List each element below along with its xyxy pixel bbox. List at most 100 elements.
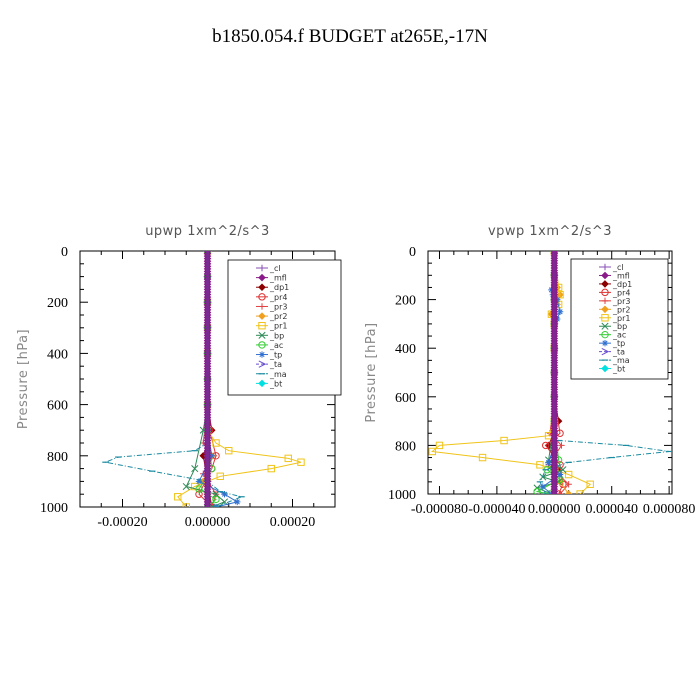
legend-marker (601, 339, 609, 347)
legend-marker (601, 322, 609, 330)
legend-marker (601, 297, 609, 305)
y-tick-label: 600 (47, 399, 68, 414)
y-tick-label: 0 (61, 245, 68, 260)
chart-panel-upwp: upwp 1xm^2/s^3 Pressure [hPa] 0 200 400 600 80… (16, 224, 342, 530)
data-point (195, 490, 203, 498)
zero-line-markers (203, 251, 212, 507)
legend-label: _pr2 (612, 305, 630, 314)
legend-label: _tp (612, 339, 625, 348)
y-tick-label: 200 (395, 294, 416, 309)
y-tick-label: 800 (395, 439, 416, 454)
series-line (431, 251, 592, 494)
legend-entry: _bt (256, 379, 282, 388)
data-point (225, 446, 233, 455)
y-tick-label: 400 (395, 342, 416, 357)
data-point (545, 459, 552, 466)
legend-marker (601, 364, 609, 373)
legend-entry: _dp1 (256, 283, 289, 292)
legend-label: _tp (269, 351, 282, 360)
legend-marker (258, 303, 266, 310)
data-point (435, 441, 444, 450)
legend-entry: _pr2 (599, 305, 630, 314)
legend-label: _pr1 (612, 314, 630, 323)
legend-label: _pr3 (269, 302, 287, 311)
data-point (533, 487, 541, 494)
data-point (428, 447, 437, 456)
legend-marker (601, 330, 609, 339)
legend-marker (258, 360, 267, 368)
legend-entry: _tp (256, 351, 282, 360)
x-tick-label: -0.000080 (411, 502, 468, 517)
legend-label: _ac (269, 341, 283, 350)
data-point (234, 498, 241, 506)
legend-label: _bt (612, 365, 625, 374)
legend-entry: _cl (256, 264, 281, 273)
legend-label: _pr4 (612, 288, 630, 297)
legend-label: _cl (612, 263, 624, 272)
data-point (539, 483, 547, 490)
legend-entry: _bp (256, 331, 284, 340)
data-point (556, 471, 564, 478)
legend-label: _pr2 (269, 312, 287, 321)
legend-entry: _mfl (599, 271, 630, 280)
data-point (212, 439, 220, 447)
data-point (500, 436, 508, 445)
legend-entry: _ma (256, 370, 287, 379)
legend-entry: _pr3 (256, 302, 287, 311)
legend-entry: _ma (599, 356, 630, 365)
legend-marker (601, 314, 609, 322)
y-tick-label: 0 (409, 245, 416, 260)
data-point (586, 480, 594, 488)
legend-entry: _tp (599, 339, 625, 348)
data-point (191, 465, 199, 473)
data-point (564, 470, 573, 479)
y-tick-label: 800 (47, 450, 68, 465)
legend-label: _ma (612, 356, 630, 365)
data-point (182, 482, 190, 491)
x-tick-label: 0.00020 (270, 515, 316, 530)
legend-label: _bp (269, 331, 284, 340)
legend-entry: _mfl (256, 274, 287, 283)
legend-marker (258, 331, 266, 339)
data-point (576, 490, 584, 494)
legend-marker (258, 293, 266, 301)
data-point (559, 466, 567, 474)
legend-label: _ma (269, 370, 287, 379)
y-tick-label: 600 (395, 391, 416, 406)
data-point (297, 458, 305, 466)
legend-label: _dp1 (612, 280, 632, 289)
legend-box (227, 259, 342, 396)
legend-marker (258, 351, 266, 358)
legend-entry: _pr4 (256, 293, 287, 302)
legend-marker (601, 288, 609, 297)
data-point (536, 461, 544, 469)
legend-entry: _bt (599, 365, 625, 374)
legend-entry: _ac (599, 331, 626, 340)
legend-marker (258, 273, 266, 282)
data-point (195, 478, 203, 485)
legend: _cl_mfl_dp1_pr4_pr3_pr2_pr1_bp_ac_tp_ta_… (227, 259, 342, 396)
series-pr1 (428, 251, 594, 494)
legend-box (570, 258, 669, 380)
data-area (428, 251, 672, 494)
legend-entry: _bp (599, 322, 627, 331)
data-point (174, 493, 182, 501)
legend-label: _dp1 (269, 283, 289, 292)
legend-marker (601, 263, 609, 271)
zero-line-markers (550, 251, 559, 494)
data-point (556, 308, 564, 315)
data-point (208, 503, 215, 507)
panel-title: vpwp 1xm^2/s^3 (488, 224, 612, 239)
legend-label: _pr1 (269, 322, 287, 331)
data-point (478, 453, 487, 462)
y-tick-label: 1000 (388, 488, 416, 503)
data-point (221, 491, 228, 498)
legend-marker (258, 283, 266, 291)
legend-label: _bp (612, 322, 627, 331)
data-point (565, 481, 572, 488)
data-point (195, 485, 203, 493)
data-point (541, 441, 550, 450)
series-ma (102, 251, 245, 507)
legend-entry: _pr3 (599, 297, 630, 306)
